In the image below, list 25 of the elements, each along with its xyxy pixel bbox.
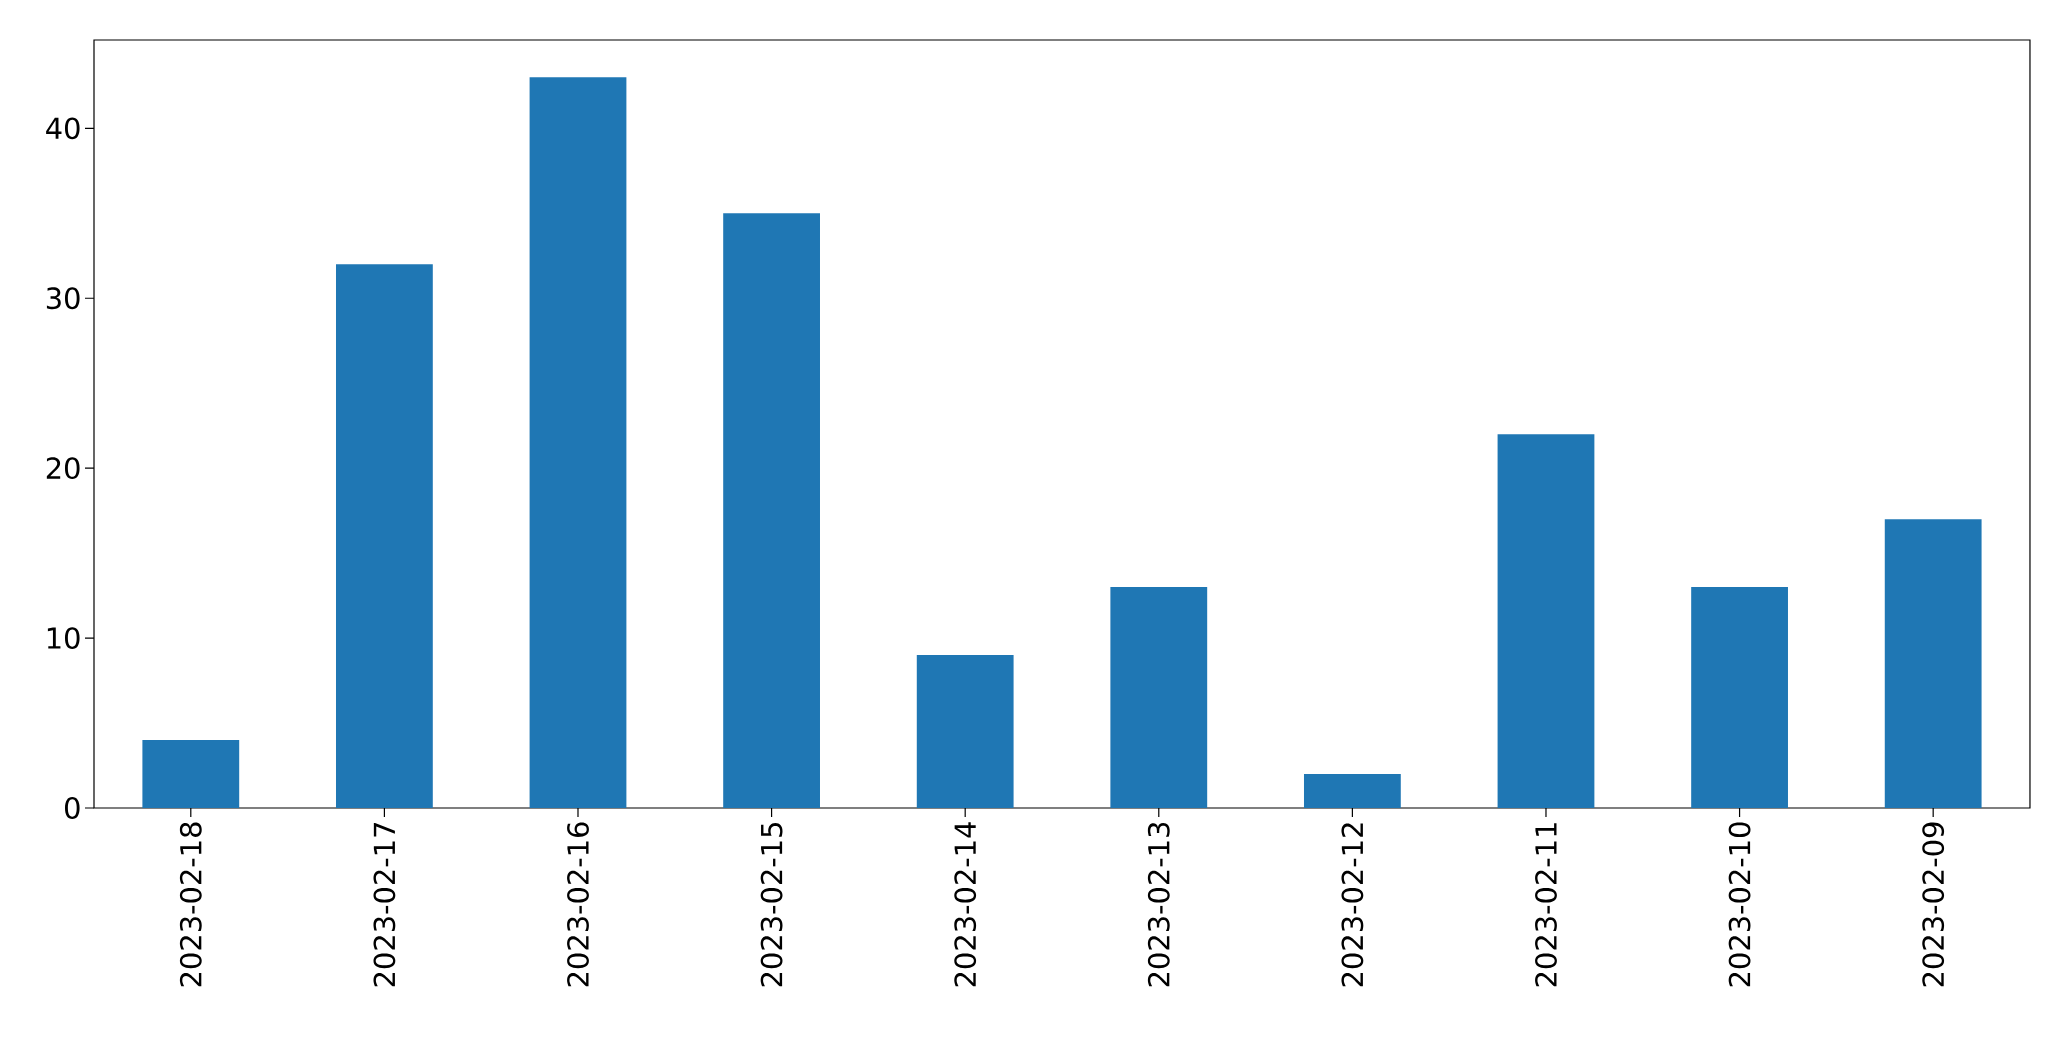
y-tick-label: 30 — [46, 287, 80, 310]
x-tick-label: 2023-02-18 — [179, 822, 202, 987]
x-tick-label: 2023-02-09 — [1922, 822, 1945, 987]
x-tick-label: 2023-02-12 — [1341, 823, 1364, 987]
y-tick-label: 20 — [46, 457, 80, 480]
bar — [529, 77, 627, 808]
bar — [723, 213, 820, 808]
x-tick-label: 2023-02-15 — [760, 823, 783, 987]
bar — [336, 264, 433, 808]
x-tick-label: 2023-02-10 — [1728, 822, 1751, 987]
bar — [1497, 434, 1595, 808]
x-tick-label: 2023-02-11 — [1535, 823, 1557, 987]
x-tick-label: 2023-02-17 — [373, 823, 396, 987]
x-tick-label: 2023-02-13 — [1147, 822, 1170, 987]
y-tick-label: 40 — [46, 117, 80, 140]
bar — [1691, 587, 1788, 808]
bar — [1884, 519, 1982, 808]
x-tick-label: 2023-02-16 — [567, 822, 589, 987]
y-tick-label: 0 — [65, 797, 80, 819]
bar — [916, 655, 1014, 808]
y-tick-label: 10 — [47, 627, 80, 650]
bar — [142, 740, 240, 808]
bar — [1303, 774, 1401, 808]
bar — [1110, 587, 1208, 808]
x-tick-label: 2023-02-14 — [954, 822, 977, 987]
